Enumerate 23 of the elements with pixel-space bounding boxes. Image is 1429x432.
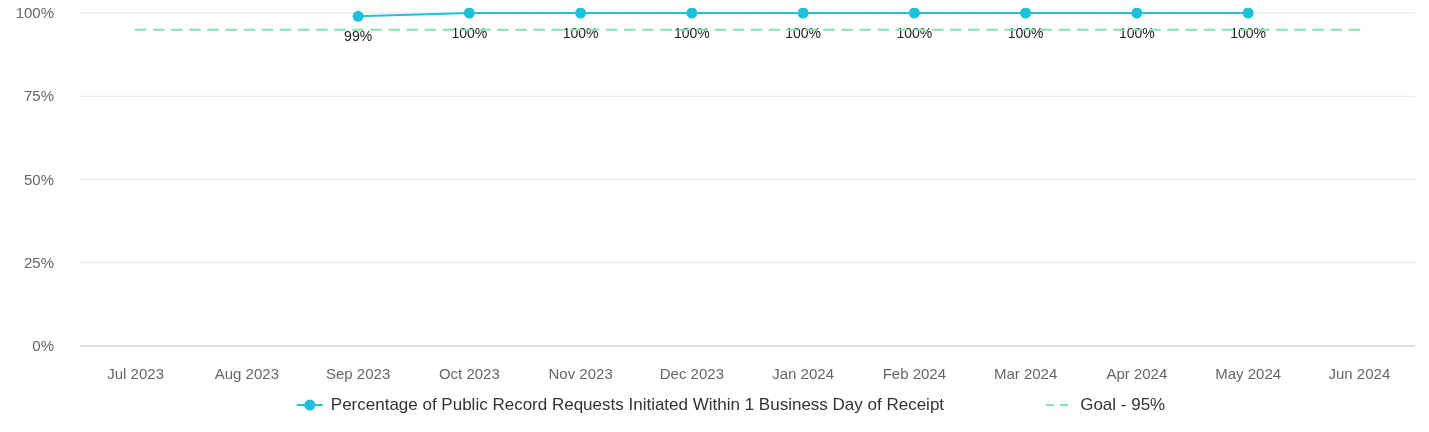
y-tick-label: 50%: [23, 170, 54, 188]
data-label: 100%: [673, 25, 710, 41]
y-tick-label: 0%: [32, 337, 54, 354]
x-tick-label: Sep 2023: [326, 365, 391, 382]
legend-label: Percentage of Public Record Requests Initiated Within 1 Business Day of Receipt: [330, 395, 945, 414]
x-tick-label: Aug 2023: [214, 365, 279, 382]
x-tick-label: May 2024: [1215, 365, 1282, 382]
x-tick-label: Jul 2023: [107, 365, 164, 382]
x-tick-label: Jan 2024: [772, 365, 834, 382]
data-label: 100%: [562, 25, 599, 41]
y-tick-label: 100%: [15, 4, 54, 21]
x-tick-label: Dec 2023: [659, 365, 724, 382]
y-tick-label: 25%: [23, 253, 54, 271]
y-tick-label: 75%: [23, 87, 54, 105]
x-tick-label: Apr 2024: [1106, 365, 1168, 382]
x-tick-label: Feb 2024: [882, 365, 947, 382]
x-tick-label: Nov 2023: [548, 365, 613, 382]
x-tick-label: Oct 2023: [438, 365, 500, 382]
x-tick-label: Jun 2024: [1328, 365, 1391, 382]
legend-label: Goal - 95%: [1080, 395, 1166, 414]
data-label: 100%: [1230, 25, 1267, 41]
data-label: 99%: [344, 28, 373, 45]
x-tick-label: Mar 2024: [993, 365, 1058, 382]
